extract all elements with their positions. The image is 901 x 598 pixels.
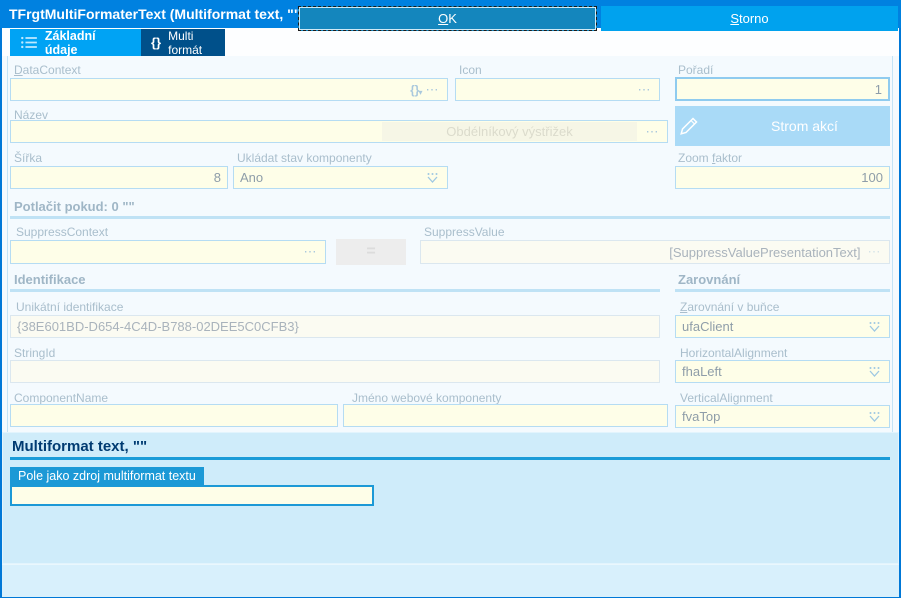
pencil-icon (680, 117, 698, 135)
suppress-equals-button[interactable]: = (336, 239, 406, 265)
jmeno-webove-input[interactable] (344, 408, 667, 423)
section-rule (10, 216, 890, 219)
jmeno-webove-label: Jméno webové komponenty (352, 391, 502, 405)
sirka-field[interactable] (10, 166, 228, 189)
strom-akci-label: Strom akcí (771, 118, 838, 134)
dotted-chevron-icon (860, 366, 889, 378)
zoom-faktor-input[interactable] (676, 170, 889, 185)
zoom-faktor-field[interactable] (675, 166, 890, 189)
datacontext-ellipsis-button[interactable]: ⋯ (425, 81, 440, 97)
section-rule (10, 289, 660, 292)
datacontext-input[interactable] (11, 82, 411, 97)
storno-button[interactable]: Storno (601, 6, 898, 31)
ukladat-stav-label: Ukládat stav komponenty (237, 151, 372, 165)
identifikace-header: Identifikace (14, 272, 86, 287)
right-inner-border (892, 56, 893, 564)
ok-button[interactable]: OK (298, 6, 597, 31)
nazev-field[interactable]: Obdélníkový výstřižek ⋯ (10, 120, 668, 143)
equals-icon: = (366, 243, 376, 260)
jmeno-webove-field[interactable] (343, 404, 668, 427)
dotted-chevron-icon (418, 172, 447, 184)
strom-akci-button[interactable]: Strom akcí (675, 106, 890, 146)
datacontext-field[interactable]: {} ▾ ⋯ (10, 78, 448, 101)
nazev-ellipsis-button[interactable]: ⋯ (645, 123, 660, 139)
suppressvalue-field: [SuppressValuePresentationText] ⋯ (420, 240, 890, 264)
potlacit-pokud-header: Potlačit pokud: 0 "" (14, 199, 135, 214)
left-inner-border (7, 56, 8, 564)
dotted-chevron-icon (860, 321, 889, 333)
suppresscontext-input[interactable] (11, 244, 301, 260)
ukladat-stav-dropdown[interactable]: Ano (233, 166, 448, 189)
multiformat-panel: Multiformat text, "" Pole jako zdroj mul… (2, 432, 899, 564)
pole-zdroj-input[interactable] (12, 487, 372, 505)
horizontalalignment-dropdown[interactable]: fhaLeft (675, 360, 890, 383)
window-title: TFrgtMultiFormaterText (Multiformat text… (9, 6, 306, 22)
horizontalalignment-label: HorizontalAlignment (680, 346, 788, 360)
sirka-input[interactable] (11, 170, 227, 185)
tiny-down-arrow-icon: ▾ (418, 88, 423, 97)
poradi-label: Pořadí (678, 63, 714, 77)
guid-value: {38E601BD-D654-4C4D-B788-02DEE5C0CFB3} (17, 319, 299, 334)
multiformat-rule (10, 457, 890, 460)
braces-picker-icon[interactable]: {} (410, 82, 420, 97)
suppresscontext-label: SuppressContext (16, 225, 109, 239)
tab-bar: Základní údaje {} Multi formát (0, 28, 901, 57)
icon-field[interactable]: ⋯ (455, 78, 660, 101)
section-rule (675, 289, 890, 292)
poradi-input[interactable] (677, 81, 888, 97)
verticalalignment-dropdown[interactable]: fvaTop (675, 405, 890, 428)
pole-zdroj-label: Pole jako zdroj multiformat textu (10, 467, 204, 485)
zarovnani-v-bunce-label: Zarovnání v buňce (680, 300, 780, 314)
componentname-input[interactable] (11, 408, 337, 423)
tab-label: Multi formát (168, 28, 203, 57)
zoom-faktor-label: Zoom faktor (678, 151, 743, 165)
stringid-field (10, 360, 660, 383)
zarovnani-v-bunce-dropdown[interactable]: ufaClient (675, 315, 890, 338)
dotted-chevron-icon (860, 411, 889, 423)
icon-ellipsis-button[interactable]: ⋯ (637, 81, 652, 97)
componentname-label: ComponentName (14, 391, 109, 405)
footer-bar (2, 564, 899, 597)
list-icon (21, 36, 37, 49)
suppresscontext-field[interactable]: ⋯ (10, 240, 326, 264)
suppresscontext-ellipsis-button[interactable]: ⋯ (303, 244, 318, 259)
braces-icon: {} (151, 35, 162, 50)
tab-label: Základní údaje (44, 28, 96, 57)
suppressvalue-text: [SuppressValuePresentationText] (669, 244, 861, 260)
suppressvalue-label: SuppressValue (424, 225, 505, 239)
icon-label: Icon (459, 63, 482, 77)
icon-input[interactable] (456, 82, 635, 97)
unikatni-identifikace-label: Unikátní identifikace (16, 300, 124, 314)
dropdown-value: Ano (240, 170, 264, 185)
tab-zakladni-udaje[interactable]: Základní údaje (10, 28, 141, 57)
zarovnani-header: Zarovnání (678, 272, 741, 287)
pole-zdroj-field[interactable] (10, 485, 374, 506)
datacontext-label: DataContext (14, 63, 81, 77)
nazev-label: Název (14, 108, 49, 122)
componentname-field[interactable] (10, 404, 338, 427)
dropdown-value: ufaClient (682, 319, 734, 334)
tab-multi-format[interactable]: {} Multi formát (141, 28, 225, 57)
dropdown-value: fhaLeft (682, 364, 722, 379)
suppressvalue-ellipsis: ⋯ (867, 244, 882, 259)
verticalalignment-label: VerticalAlignment (680, 391, 773, 405)
unikatni-identifikace-field: {38E601BD-D654-4C4D-B788-02DEE5C0CFB3} (10, 315, 660, 338)
dropdown-value: fvaTop (682, 409, 721, 424)
nazev-ghost-text: Obdélníkový výstřižek (382, 122, 637, 141)
multiformat-header: Multiformat text, "" (12, 438, 148, 455)
poradi-field[interactable] (675, 77, 890, 101)
sirka-label: Šířka (14, 151, 43, 165)
stringid-label: StringId (14, 346, 56, 360)
